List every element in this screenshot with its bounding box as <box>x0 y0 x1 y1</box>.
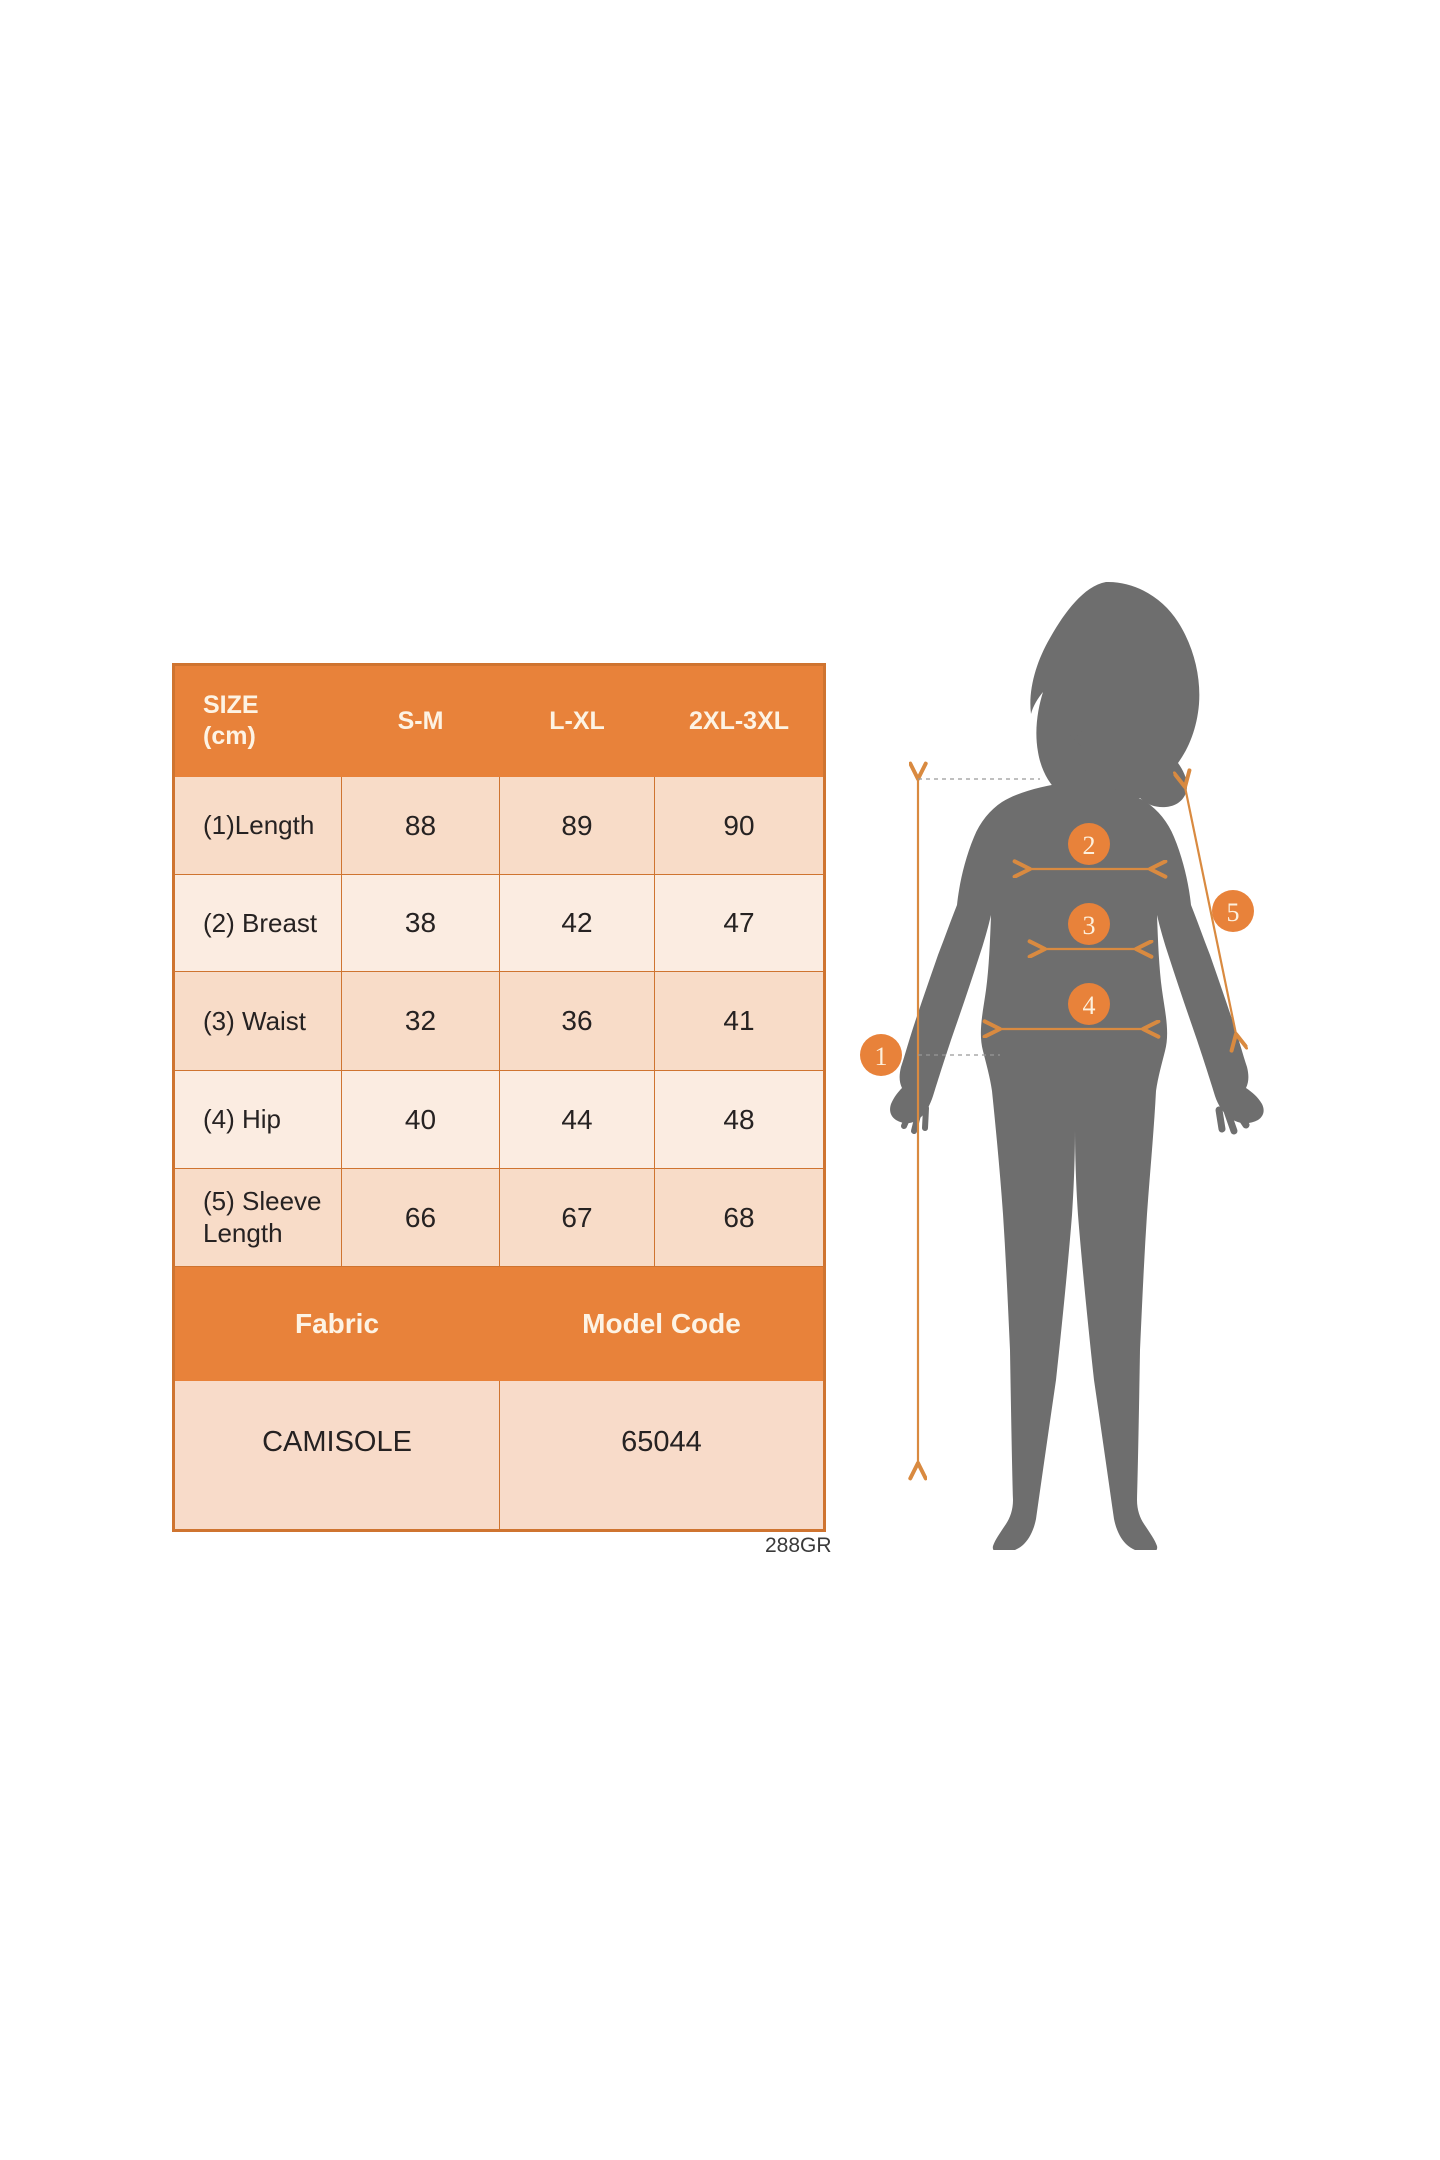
svg-text:1: 1 <box>875 1042 888 1071</box>
svg-text:4: 4 <box>1083 991 1096 1020</box>
svg-text:2: 2 <box>1083 831 1096 860</box>
svg-text:3: 3 <box>1083 911 1096 940</box>
svg-text:5: 5 <box>1227 898 1240 927</box>
